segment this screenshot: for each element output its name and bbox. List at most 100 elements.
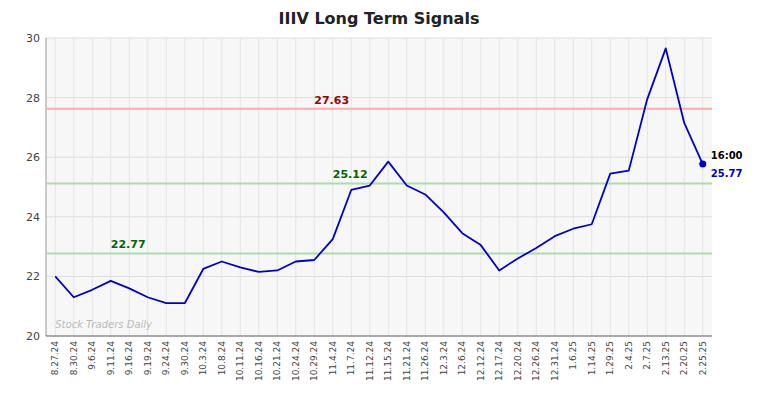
- x-grid-line: [203, 38, 204, 336]
- x-grid-line: [92, 38, 93, 336]
- x-grid-line: [480, 38, 481, 336]
- x-tick-label: 11.26.24: [420, 341, 430, 381]
- x-grid-line: [628, 38, 629, 336]
- x-tick-label: 11.12.24: [365, 341, 375, 381]
- x-grid-line: [73, 38, 74, 336]
- x-grid-line: [314, 38, 315, 336]
- y-grid-line: [46, 38, 712, 39]
- x-tick-label: 8.30.24: [69, 341, 79, 376]
- x-tick-label: 9.11.24: [106, 341, 116, 376]
- signal-label: 27.63: [314, 94, 349, 107]
- x-grid-line: [536, 38, 537, 336]
- y-grid-line: [46, 97, 712, 98]
- plot-area: [46, 38, 712, 336]
- x-tick-label: 10.16.24: [254, 341, 264, 381]
- grid: [46, 38, 712, 336]
- x-tick-label: 11.21.24: [402, 341, 412, 381]
- x-grid-line: [462, 38, 463, 336]
- x-tick-label: 2.7.25: [642, 341, 652, 370]
- y-grid-line: [46, 336, 712, 337]
- y-tick-label: 28: [26, 92, 40, 105]
- y-axis: [46, 38, 47, 336]
- x-tick-label: 1.6.25: [568, 341, 578, 370]
- x-grid-line: [388, 38, 389, 336]
- x-tick-label: 2.20.25: [679, 341, 689, 375]
- last-time-label: 16:00: [711, 150, 743, 161]
- x-tick-label: 10.29.24: [309, 341, 319, 381]
- x-tick-label: 9.24.24: [161, 341, 171, 376]
- x-grid-line: [184, 38, 185, 336]
- x-tick-label: 10.3.24: [198, 341, 208, 376]
- x-tick-label: 10.8.24: [217, 341, 227, 376]
- x-grid-line: [277, 38, 278, 336]
- x-grid-line: [369, 38, 370, 336]
- signal-line: [46, 108, 712, 110]
- x-grid-line: [110, 38, 111, 336]
- x-grid-line: [55, 38, 56, 336]
- x-grid-line: [684, 38, 685, 336]
- x-grid-line: [295, 38, 296, 336]
- x-grid-line: [332, 38, 333, 336]
- data-group: [46, 48, 712, 303]
- x-grid-line: [554, 38, 555, 336]
- x-grid-line: [443, 38, 444, 336]
- y-grid-line: [46, 216, 712, 217]
- y-tick-label: 20: [26, 330, 40, 343]
- x-tick-label: 1.29.25: [605, 341, 615, 375]
- x-tick-label: 2.4.25: [624, 341, 634, 370]
- x-grid-line: [147, 38, 148, 336]
- x-grid-line: [610, 38, 611, 336]
- x-grid-line: [573, 38, 574, 336]
- x-grid-line: [517, 38, 518, 336]
- x-tick-label: 1.14.25: [587, 341, 597, 375]
- y-tick-label: 22: [26, 270, 40, 283]
- last-value-label: 25.77: [711, 168, 743, 179]
- signal-line: [46, 182, 712, 184]
- x-grid-line: [702, 38, 703, 336]
- x-grid-line: [425, 38, 426, 336]
- y-grid-line: [46, 157, 712, 158]
- x-grid-line: [129, 38, 130, 336]
- endpoint-dot: [699, 161, 706, 168]
- x-tick-label: 9.6.24: [87, 341, 97, 370]
- x-grid-line: [499, 38, 500, 336]
- x-tick-label: 2.25.25: [698, 341, 708, 375]
- x-tick-label: 12.31.24: [550, 341, 560, 381]
- title: IIIV Long Term Signals: [279, 9, 480, 28]
- y-tick-label: 24: [26, 211, 40, 224]
- x-tick-label: 9.19.24: [143, 341, 153, 376]
- y-tick-label: 30: [26, 32, 40, 45]
- x-tick-label: 9.16.24: [124, 341, 134, 376]
- x-grid-line: [591, 38, 592, 336]
- x-tick-label: 8.27.24: [50, 341, 60, 376]
- x-tick-label: 11.7.24: [346, 341, 356, 376]
- x-grid-line: [221, 38, 222, 336]
- price-line: [55, 48, 703, 303]
- x-grid-line: [406, 38, 407, 336]
- x-grid-line: [166, 38, 167, 336]
- x-grid-line: [258, 38, 259, 336]
- x-tick-label: 12.12.24: [476, 341, 486, 381]
- x-grid-line: [240, 38, 241, 336]
- x-tick-label: 12.20.24: [513, 341, 523, 381]
- x-grid-line: [351, 38, 352, 336]
- x-tick-label: 11.4.24: [328, 341, 338, 376]
- x-grid-line: [665, 38, 666, 336]
- signal-line: [46, 252, 712, 254]
- chart: 20 22 24 26 28 30 8.27.24 8.30.24 9.6.24 9.11.24 9…: [0, 0, 784, 398]
- x-tick-label: 12.6.24: [457, 341, 467, 376]
- x-axis: [46, 336, 712, 337]
- x-tick-label: 11.15.24: [383, 341, 393, 381]
- x-tick-label: 2.13.25: [661, 341, 671, 375]
- signal-label: 22.77: [111, 238, 146, 251]
- x-tick-label: 10.21.24: [272, 341, 282, 381]
- x-tick-label: 10.24.24: [291, 341, 301, 381]
- signal-label: 25.12: [333, 168, 368, 181]
- x-tick-label: 12.26.24: [531, 341, 541, 381]
- y-tick-label: 26: [26, 151, 40, 164]
- x-tick-label: 12.3.24: [439, 341, 449, 376]
- x-tick-label: 10.11.24: [235, 341, 245, 381]
- x-tick-label: 12.17.24: [494, 341, 504, 381]
- x-tick-label: 9.30.24: [180, 341, 190, 376]
- watermark: Stock Traders Daily: [55, 319, 153, 330]
